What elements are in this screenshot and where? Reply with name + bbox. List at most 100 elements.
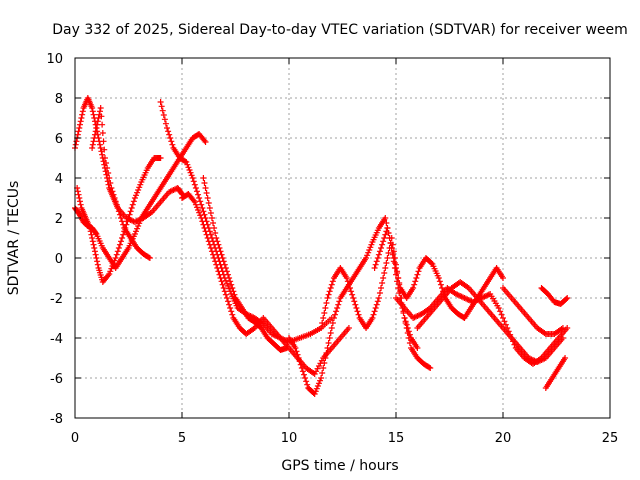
y-tick-label: -8 xyxy=(50,412,63,427)
data-point xyxy=(127,208,134,215)
data-point xyxy=(318,325,325,331)
data-point xyxy=(128,205,135,211)
data-point xyxy=(382,231,389,238)
data-point xyxy=(379,241,386,248)
data-point xyxy=(99,151,106,158)
data-point xyxy=(216,245,223,251)
data-point xyxy=(345,281,352,288)
data-point xyxy=(335,301,342,308)
data-point xyxy=(89,238,96,245)
satellite-track-9 xyxy=(318,235,434,371)
data-point xyxy=(91,245,98,251)
data-point xyxy=(393,265,399,271)
x-tick-label: 5 xyxy=(178,431,186,446)
plot-frame xyxy=(74,57,611,419)
data-point xyxy=(79,111,86,118)
data-point xyxy=(365,249,372,256)
satellite-track-14 xyxy=(538,285,571,307)
data-point xyxy=(191,181,198,188)
satellite-track-7 xyxy=(200,175,290,353)
data-point xyxy=(321,310,328,316)
data-point xyxy=(500,275,506,281)
data-point xyxy=(74,131,81,138)
data-point xyxy=(186,167,193,173)
data-point xyxy=(373,258,380,265)
data-point xyxy=(328,281,335,288)
data-point xyxy=(196,209,203,216)
data-point xyxy=(135,187,142,193)
data-point xyxy=(93,125,100,131)
data-point xyxy=(391,260,398,266)
data-point xyxy=(500,315,506,321)
data-point xyxy=(200,175,207,181)
data-point xyxy=(89,108,96,115)
satellite-track-1 xyxy=(72,95,185,225)
data-point xyxy=(201,211,208,218)
data-point xyxy=(103,160,110,166)
data-point xyxy=(105,170,112,176)
data-point xyxy=(319,320,326,326)
data-point xyxy=(231,291,238,298)
data-point xyxy=(351,298,358,305)
data-marks xyxy=(72,95,571,397)
data-point xyxy=(94,261,101,268)
data-point xyxy=(197,212,204,219)
data-point xyxy=(369,315,376,321)
data-point xyxy=(428,260,435,266)
y-tick-label: 0 xyxy=(55,252,63,267)
data-point xyxy=(135,223,142,229)
data-point xyxy=(208,248,215,255)
data-point xyxy=(352,301,359,308)
data-point xyxy=(201,137,208,144)
data-point xyxy=(202,185,209,191)
data-point xyxy=(199,205,206,211)
data-point xyxy=(283,345,290,351)
data-point xyxy=(396,280,403,286)
data-point xyxy=(157,99,164,105)
data-point xyxy=(114,205,121,211)
data-point xyxy=(378,245,385,251)
data-point xyxy=(383,260,390,266)
data-point xyxy=(192,201,199,208)
data-point xyxy=(92,230,99,236)
data-point xyxy=(324,295,331,301)
data-point xyxy=(332,311,339,318)
data-point xyxy=(109,188,116,195)
data-point xyxy=(106,271,113,277)
data-point xyxy=(96,141,103,148)
data-point xyxy=(158,103,165,110)
data-point xyxy=(112,255,119,261)
data-point xyxy=(99,121,106,128)
data-point xyxy=(89,235,96,241)
y-tick-label: 8 xyxy=(55,92,63,107)
y-tick-label: 4 xyxy=(55,172,63,187)
data-point xyxy=(225,283,232,289)
data-point xyxy=(427,365,434,371)
data-point xyxy=(202,139,209,145)
data-point xyxy=(132,228,139,235)
data-point xyxy=(345,325,352,331)
data-point xyxy=(100,138,107,145)
data-point xyxy=(374,298,381,305)
data-point xyxy=(134,225,141,232)
data-point xyxy=(111,195,118,201)
data-point xyxy=(217,248,224,255)
data-point xyxy=(411,281,418,288)
data-point xyxy=(169,141,176,148)
data-point xyxy=(222,265,229,271)
data-point xyxy=(215,241,222,248)
data-point xyxy=(199,218,206,225)
data-point xyxy=(125,215,132,221)
data-point xyxy=(228,281,235,288)
data-point xyxy=(76,121,83,128)
data-point xyxy=(211,225,218,231)
data-point xyxy=(367,244,374,251)
data-point xyxy=(226,301,233,308)
data-point xyxy=(200,221,207,228)
data-point xyxy=(166,131,173,138)
data-point xyxy=(215,268,222,275)
data-point xyxy=(223,268,230,275)
data-point xyxy=(91,131,98,138)
data-point xyxy=(91,135,98,141)
